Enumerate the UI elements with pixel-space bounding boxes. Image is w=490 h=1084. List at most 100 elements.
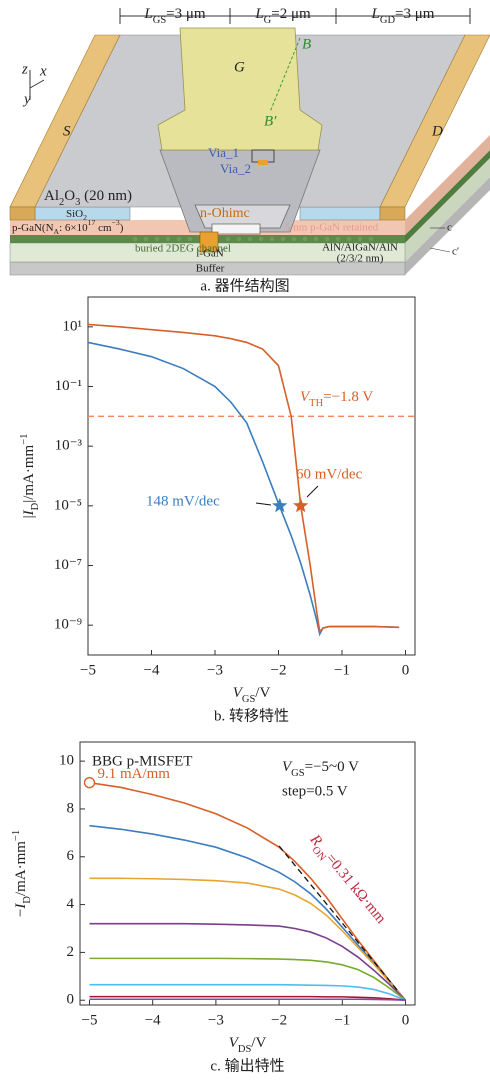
caption: b. 转移特性 [214,707,289,724]
layer-label: 5 nm p-GaN retained [285,222,379,234]
annotation: VGS=−5~0 V [282,759,359,778]
annotation: VTH=−1.8 V [300,389,373,408]
x-tick-label: −5 [81,1012,97,1028]
curve [89,924,405,1001]
x-tick-label: −2 [271,1012,287,1028]
text-part: DS [238,1044,252,1055]
text-part: −1 [11,830,22,841]
star-marker [272,498,287,513]
y-tick-label: 8 [67,800,75,816]
text-part: =2 μm [271,6,311,22]
y-tick-label: 10⁻¹ [55,378,82,394]
via-2 [258,160,268,165]
y-axis-label: −ID/mA·mm−1 [11,830,33,917]
dimension-label: LGD=3 μm [371,6,435,25]
layer-label: n-Ohimc [200,206,250,221]
layer-label: c′ [452,246,459,258]
curve [89,999,405,1000]
text-part: =3 μm [166,6,206,22]
gate-label: G [234,59,245,75]
text-part: GS [291,768,305,779]
text-part: L [254,6,263,22]
drain-front [380,207,405,220]
y-tick-label: 10⁻³ [55,438,83,454]
axis-x: x [39,63,47,79]
leader [307,486,318,497]
text-part: SiO [66,208,83,220]
layer-label: i-GaN [196,248,224,260]
text-part: 17 [88,218,96,227]
annotation: 60 mV/dec [296,466,363,482]
highlight-point [84,778,94,788]
y-tick-label: 0 [67,992,75,1008]
annotation: RON=0.31 kΩ·mm [303,831,389,929]
annotation: BBG p-MISFET [92,753,192,769]
source-front [10,207,35,220]
text-part: p-GaN(N [12,222,54,234]
text-part: =3 μm [395,6,435,22]
cut-label: B [302,36,311,52]
x-tick-label: −5 [80,662,96,678]
text-part: GS [153,15,167,26]
axis-y: y [22,91,31,107]
annotation: 148 mV/dec [146,493,220,509]
x-tick-label: −3 [207,662,223,678]
x-tick-label: −3 [208,1012,224,1028]
text-part: /V [251,1035,266,1051]
axis-icon [30,80,44,88]
layer-label: c [447,222,452,234]
x-tick-label: −4 [144,662,160,678]
figure: LGS=3 μm LG=2 μm LGD=3 μm z x y S D G B … [0,0,490,1084]
sio2-right [300,207,380,220]
leader [430,248,450,252]
x-axis-label: VGS/V [233,685,271,704]
y-tick-label: 6 [67,848,75,864]
axis-z: z [21,61,28,77]
x-tick-label: −2 [271,662,287,678]
y-tick-label: 4 [67,896,75,912]
x-tick-label: 0 [402,1012,410,1028]
ohmic-via [212,224,260,234]
text-part: : 6×10 [59,222,88,234]
x-tick-label: −1 [334,1012,350,1028]
text-part: /V [255,685,270,701]
text-part: |/mA·mm [21,444,37,502]
x-tick-label: 0 [402,662,410,678]
curve [89,826,405,1001]
text-part: GS [242,694,256,705]
layer-label: (2/3/2 nm) [337,253,384,265]
plot-frame [88,297,415,655]
dimension-label: LG=2 μm [254,6,311,25]
y-tick-label: 10¹ [63,318,83,334]
text-part: −3 [112,218,120,227]
via-label: Via_2 [220,161,251,176]
text-part: O [64,188,75,204]
y-tick-label: 10⁻⁵ [54,497,82,513]
via-label: Via_1 [208,145,239,160]
text-part: L [371,6,380,22]
y-tick-label: 10⁻⁹ [54,617,82,633]
text-part: /mA·mm [13,841,29,896]
text-part: (20 nm) [80,188,132,204]
text-part: L [143,6,152,22]
y-axis-label: |ID|/mA·mm−1 [19,434,41,519]
x-tick-label: −1 [334,662,350,678]
source-label: S [63,123,71,139]
text-part: Al [44,188,59,204]
annotation: step=0.5 V [282,783,348,799]
layer-label: Buffer [196,263,225,275]
text-part: −1 [19,434,30,445]
x-axis-label: VDS/V [229,1035,267,1054]
curve [88,342,399,634]
text-part: =−1.8 V [323,389,373,405]
curve [89,958,405,1000]
text-part: cm [95,222,112,234]
leader [256,503,271,505]
text-part: TH [309,398,323,409]
drain-label: D [431,123,443,139]
y-tick-label: 2 [67,944,75,960]
caption: a. 器件结构图 [200,277,289,294]
y-tick-label: 10 [59,753,74,769]
x-tick-label: −4 [145,1012,161,1028]
y-tick-label: 10⁻⁷ [54,557,82,573]
